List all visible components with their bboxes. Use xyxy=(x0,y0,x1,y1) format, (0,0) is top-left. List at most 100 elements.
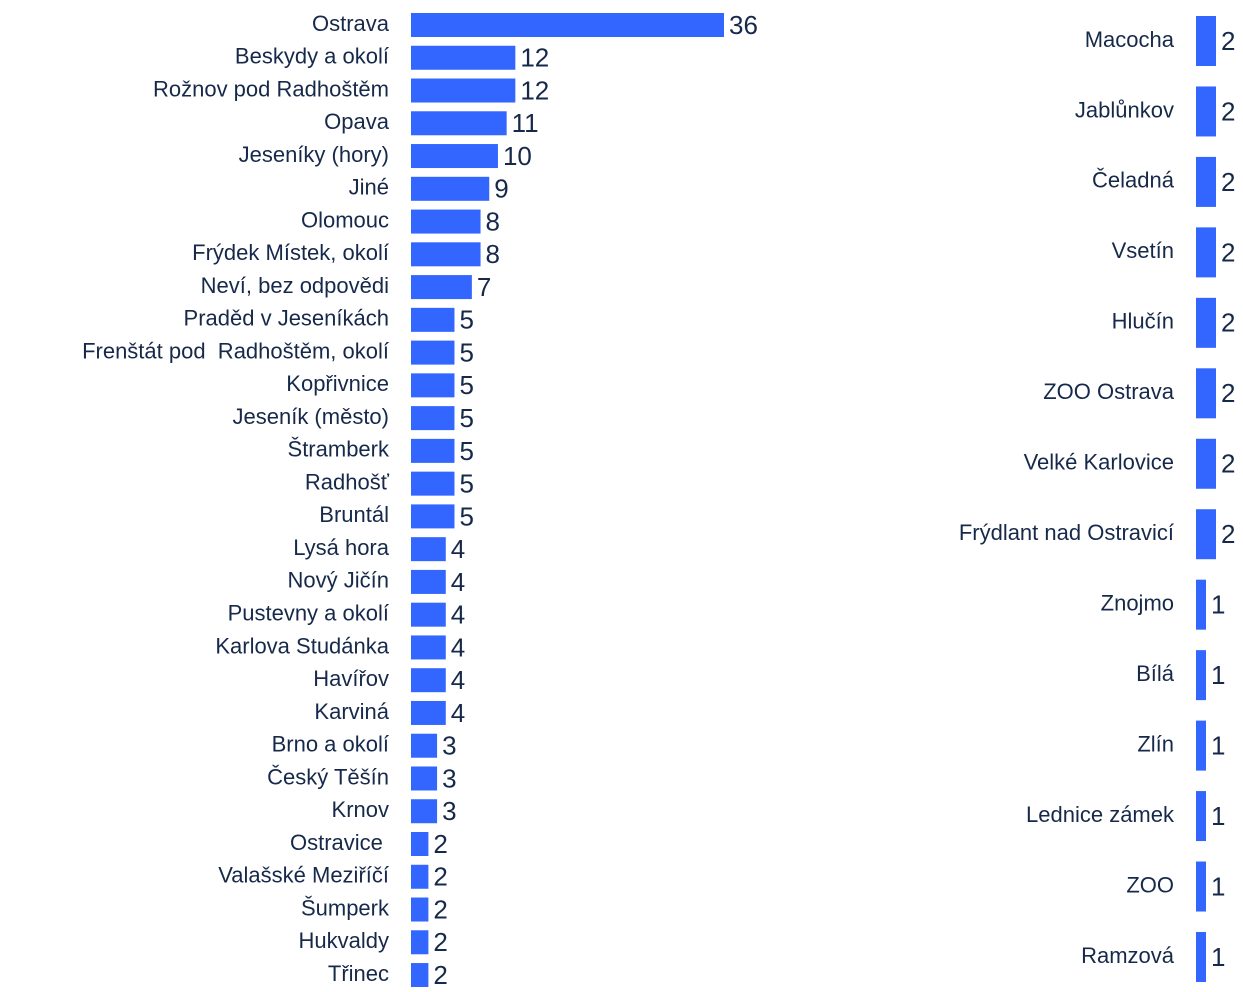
bar xyxy=(411,242,481,267)
category-label: Třinec xyxy=(328,961,389,986)
category-label: Jeseník (město) xyxy=(233,404,390,429)
category-label: Karlova Studánka xyxy=(215,633,389,658)
category-label: Rožnov pod Radhoštěm xyxy=(153,76,389,101)
value-label: 4 xyxy=(451,665,465,695)
bar xyxy=(411,471,455,496)
value-label: 3 xyxy=(442,763,456,793)
value-label: 8 xyxy=(486,239,500,269)
value-label: 2 xyxy=(433,862,447,892)
category-label: Bruntál xyxy=(319,502,389,527)
bar xyxy=(411,733,438,758)
bar xyxy=(411,897,429,922)
bar xyxy=(1196,156,1216,207)
value-label: 5 xyxy=(459,305,473,335)
value-label: 5 xyxy=(459,469,473,499)
value-label: 5 xyxy=(459,370,473,400)
value-label: 1 xyxy=(1211,730,1225,760)
category-label: Ostrava xyxy=(312,11,390,36)
bar xyxy=(1196,861,1206,912)
value-label: 2 xyxy=(1221,96,1235,126)
value-label: 4 xyxy=(451,698,465,728)
category-label: Frýdek Místek, okolí xyxy=(192,240,389,265)
category-label: Frenštát pod Radhoštěm, okolí xyxy=(82,338,389,363)
bar xyxy=(411,799,438,824)
value-label: 2 xyxy=(433,960,447,987)
category-label: Jeseníky (hory) xyxy=(239,142,389,167)
value-label: 4 xyxy=(451,567,465,597)
bar xyxy=(1196,791,1206,842)
bar xyxy=(1196,16,1216,66)
value-label: 5 xyxy=(459,436,473,466)
category-label: Čeladná xyxy=(1092,168,1175,193)
category-label: Ramzová xyxy=(1081,943,1175,968)
value-label: 9 xyxy=(494,174,508,204)
bar xyxy=(411,569,446,594)
bar xyxy=(1196,509,1216,560)
category-label: Hukvaldy xyxy=(299,928,389,953)
bar xyxy=(1196,579,1206,630)
bar xyxy=(411,78,516,103)
value-label: 2 xyxy=(1221,308,1235,338)
value-label: 4 xyxy=(451,632,465,662)
bar xyxy=(411,373,455,398)
bar xyxy=(1196,438,1216,489)
category-label: Brno a okolí xyxy=(272,732,389,757)
category-label: ZOO Ostrava xyxy=(1043,379,1175,404)
bar xyxy=(411,537,446,562)
category-label: Český Těšín xyxy=(267,764,389,789)
bar xyxy=(411,864,429,889)
category-label: Olomouc xyxy=(301,207,389,232)
value-label: 2 xyxy=(1221,167,1235,197)
bar xyxy=(411,602,446,627)
bar xyxy=(411,832,429,856)
value-label: 5 xyxy=(459,501,473,531)
category-label: Vsetín xyxy=(1112,238,1174,263)
value-label: 2 xyxy=(1221,378,1235,408)
bar xyxy=(411,766,438,791)
bar xyxy=(411,504,455,529)
category-label: Valašské Meziříčí xyxy=(218,863,389,888)
category-label: Bílá xyxy=(1136,661,1175,686)
bar xyxy=(1196,720,1206,771)
bar xyxy=(411,144,498,169)
bar xyxy=(411,176,490,201)
value-label: 2 xyxy=(433,894,447,924)
bar xyxy=(411,635,446,660)
value-label: 12 xyxy=(520,75,549,105)
value-label: 10 xyxy=(503,141,532,171)
category-label: Kopřivnice xyxy=(286,371,389,396)
category-label: Jablůnkov xyxy=(1075,97,1174,122)
category-label: Macocha xyxy=(1085,27,1175,52)
value-label: 1 xyxy=(1211,590,1225,620)
value-label: 1 xyxy=(1211,871,1225,901)
bar xyxy=(411,963,429,988)
category-label: Karviná xyxy=(314,699,389,724)
value-label: 2 xyxy=(1221,26,1235,56)
value-label: 5 xyxy=(459,337,473,367)
value-label: 4 xyxy=(451,534,465,564)
category-label: Opava xyxy=(324,109,390,134)
value-label: 2 xyxy=(1221,519,1235,549)
value-label: 12 xyxy=(520,43,549,73)
value-label: 3 xyxy=(442,731,456,761)
value-label: 36 xyxy=(729,10,758,40)
value-label: 3 xyxy=(442,796,456,826)
value-label: 2 xyxy=(1221,449,1235,479)
value-label: 1 xyxy=(1211,660,1225,690)
bar xyxy=(1196,368,1216,419)
bar xyxy=(1196,650,1206,701)
category-label: Šumperk xyxy=(301,895,390,920)
value-label: 7 xyxy=(477,272,491,302)
bar xyxy=(411,209,481,234)
value-label: 1 xyxy=(1211,801,1225,831)
category-label: Neví, bez odpovědi xyxy=(201,273,389,298)
value-label: 2 xyxy=(433,927,447,957)
bar xyxy=(411,275,472,300)
bar xyxy=(411,438,455,463)
value-label: 2 xyxy=(433,829,447,859)
value-label: 11 xyxy=(512,108,539,138)
category-label: Krnov xyxy=(332,797,389,822)
category-label: Lysá hora xyxy=(293,535,390,560)
value-label: 5 xyxy=(459,403,473,433)
